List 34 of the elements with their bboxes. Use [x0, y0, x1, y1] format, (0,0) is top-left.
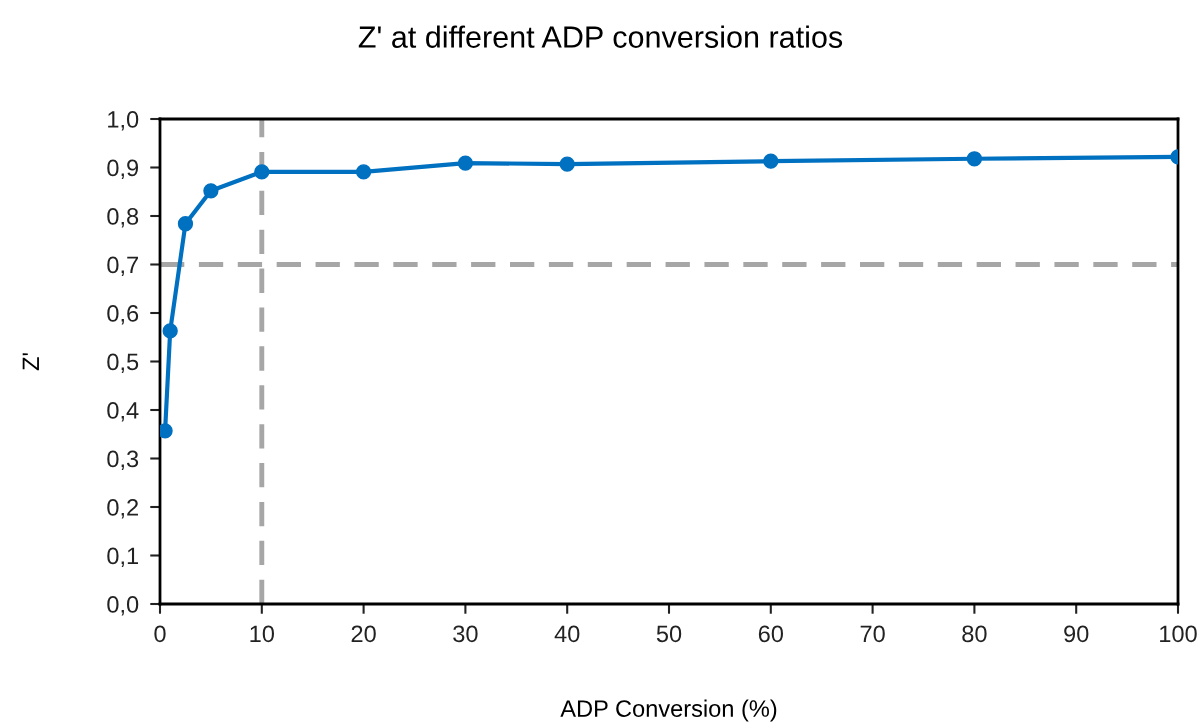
- y-tick-label: 1,0: [108, 111, 139, 131]
- chart-title: Z' at different ADP conversion ratios: [358, 25, 843, 48]
- x-tick-label: 10: [250, 625, 275, 643]
- y-tick-label: 0,5: [107, 353, 139, 374]
- y-tick-label: 0,0: [107, 596, 139, 616]
- y-tick-label: 0,7: [107, 256, 138, 277]
- y-tick-label: 0,6: [107, 305, 139, 325]
- x-tick-label: 60: [758, 625, 784, 643]
- y-tick-label: 0,9: [107, 159, 139, 180]
- x-tick-label: 30: [453, 625, 478, 643]
- x-tick-label: 20: [351, 625, 376, 643]
- point: [355, 164, 372, 180]
- x-tick-label: 40: [554, 625, 580, 643]
- y-tick-label: 0,3: [107, 450, 139, 471]
- x-tick-label: 80: [962, 625, 987, 643]
- y-tick-label: 0,2: [107, 499, 138, 519]
- point: [203, 183, 219, 199]
- point: [559, 156, 575, 172]
- x-tick-label: 70: [860, 625, 885, 643]
- x-tick-label: 90: [1064, 625, 1089, 643]
- y-tick-label: 0,4: [107, 402, 139, 422]
- point: [162, 323, 178, 339]
- x-tick-label: 100: [1160, 625, 1197, 643]
- y-tick-label: 0,8: [107, 208, 139, 228]
- point: [254, 164, 270, 180]
- y-tick-label: 0,1: [107, 547, 139, 568]
- point: [177, 216, 194, 232]
- point: [457, 155, 474, 171]
- y-axis-title: Z': [22, 353, 39, 371]
- point: [763, 153, 779, 169]
- x-tick-label: 0: [154, 625, 166, 643]
- x-tick-label: 50: [656, 625, 682, 643]
- x-axis-title: ADP Conversion (%): [560, 699, 777, 722]
- point: [966, 151, 983, 167]
